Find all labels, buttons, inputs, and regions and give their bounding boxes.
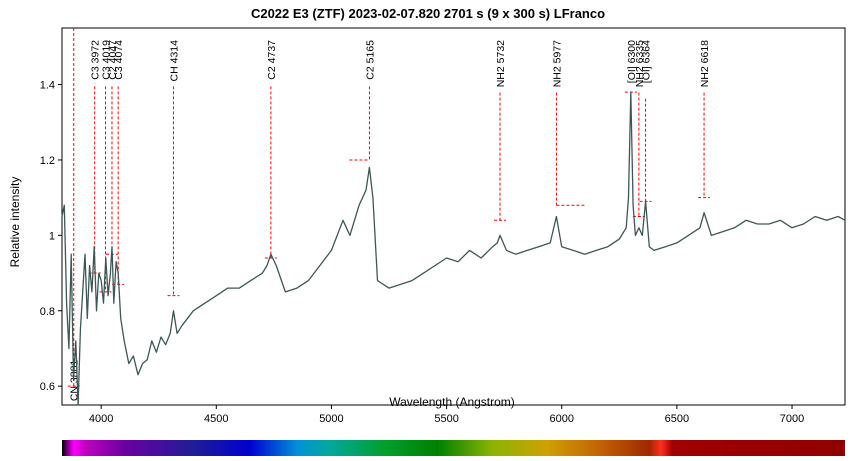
- series-group: [61, 91, 846, 406]
- x-tick-label: 4000: [89, 413, 113, 425]
- emission-line-label: C2 4737: [266, 40, 278, 80]
- spectrum-series-line: [61, 91, 846, 406]
- x-tick-label: 6000: [549, 413, 573, 425]
- x-tick-label: 5000: [319, 413, 343, 425]
- emission-line-label: NH2 5732: [495, 40, 507, 87]
- x-axis-label: Wavelength (Angstrom): [389, 395, 515, 409]
- emission-line-label: CH 4314: [168, 40, 180, 82]
- x-tick-label: 6500: [665, 413, 689, 425]
- y-tick-label: 1: [49, 230, 55, 242]
- emission-line-label: C3 3972: [90, 40, 102, 80]
- x-tick-label: 7000: [780, 413, 804, 425]
- emission-line-label: C2 4047: [107, 40, 119, 80]
- plot-area: [61, 27, 846, 406]
- emission-line-label: [OI] 6364: [641, 40, 653, 83]
- chart-title: C2022 E3 (ZTF) 2023-02-07.820 2701 s (9 …: [251, 6, 605, 21]
- emission-line-label: NH2 6618: [699, 40, 711, 87]
- x-axis: 4000 4500 5000 5500 6000 6500 7000: [89, 405, 804, 425]
- y-tick-label: 1.4: [40, 80, 55, 92]
- x-tick-label: 5500: [434, 413, 458, 425]
- emission-line-label: C3 4019: [101, 40, 113, 80]
- emission-line-label: NH2 5977: [551, 40, 563, 87]
- y-tick-label: 0.8: [40, 306, 55, 318]
- spectrum-color-bar: [62, 440, 845, 456]
- x-tick-label: 4500: [204, 413, 228, 425]
- y-tick-label: 1.2: [40, 155, 55, 167]
- y-axis-label: Relative intensity: [8, 177, 22, 268]
- emission-line-label: NH2 6335: [634, 40, 646, 87]
- emission-line-label: C2 5165: [364, 40, 376, 80]
- emission-line-label: C3 4074: [113, 40, 125, 80]
- y-axis: 0.6 0.8 1 1.2 1.4: [40, 80, 62, 393]
- y-tick-label: 0.6: [40, 381, 55, 393]
- emission-line-label: [OI] 6300: [626, 40, 638, 83]
